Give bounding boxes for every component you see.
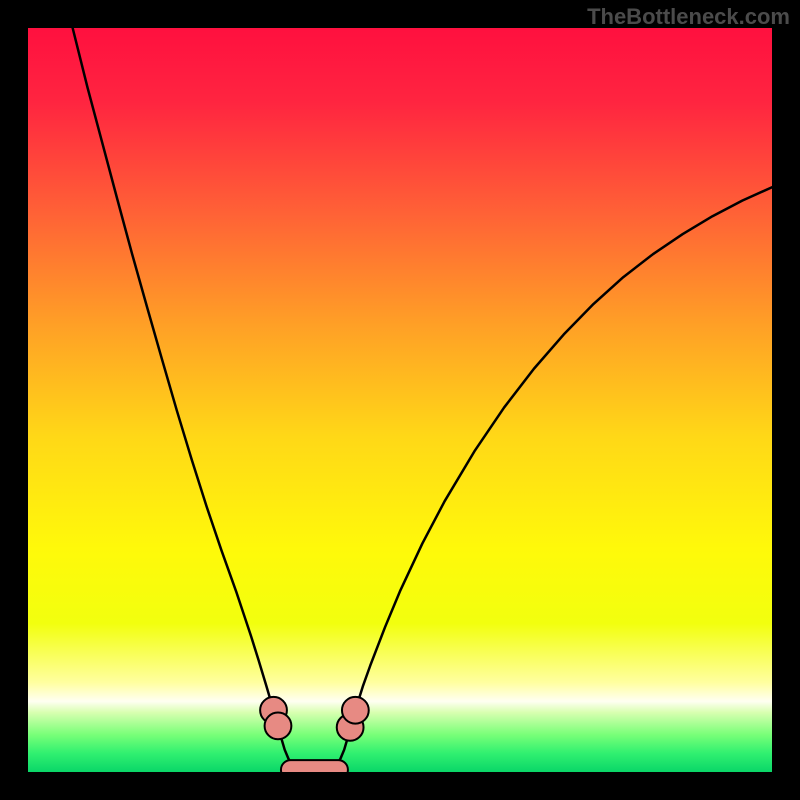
bottleneck-curve-chart [28, 28, 772, 772]
watermark-text: TheBottleneck.com [587, 4, 790, 30]
curve-marker [342, 697, 369, 724]
outer-frame: TheBottleneck.com [0, 0, 800, 800]
gradient-background [28, 28, 772, 772]
chart-area [28, 28, 772, 772]
curve-marker [281, 760, 348, 772]
curve-marker [265, 712, 292, 739]
